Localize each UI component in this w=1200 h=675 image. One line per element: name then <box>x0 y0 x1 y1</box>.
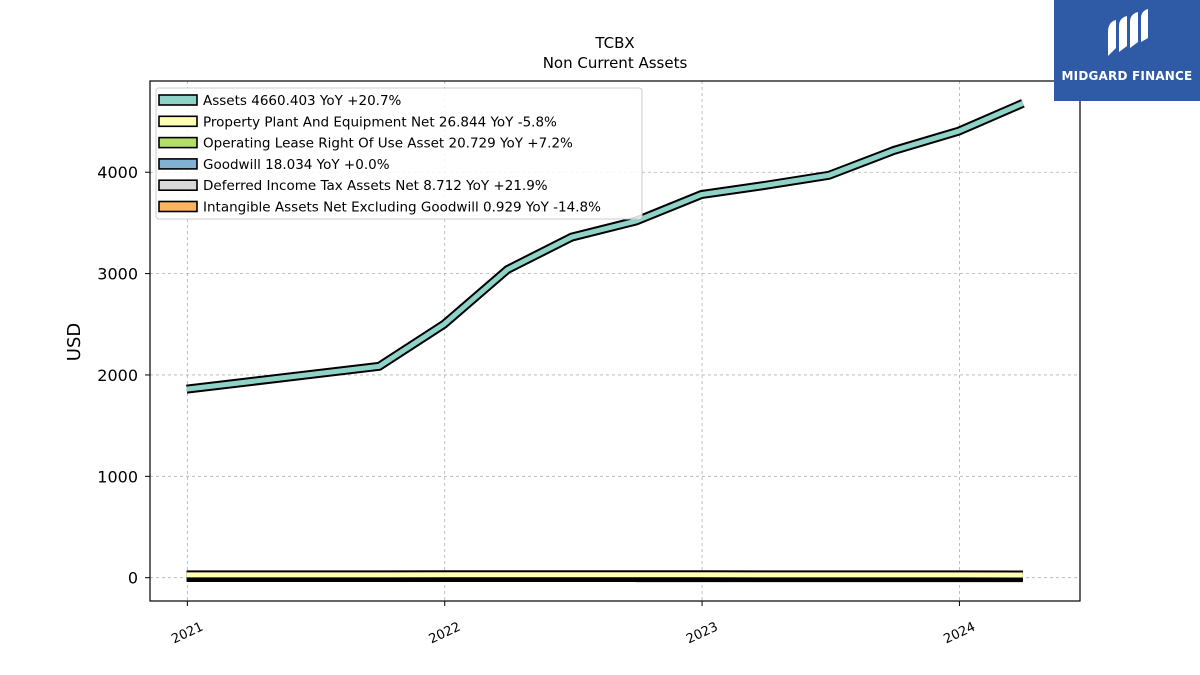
legend-swatch <box>158 136 198 149</box>
chart-title: TCBX <box>594 34 634 52</box>
plot-layer <box>186 99 1025 583</box>
legend-entry: Operating Lease Right Of Use Asset 20.72… <box>203 136 573 152</box>
plot-frame <box>149 80 1081 602</box>
x-tick-label: 2022 <box>427 620 463 648</box>
x-tick-label: 2024 <box>941 620 977 648</box>
legend-entry: Deferred Income Tax Assets Net 8.712 YoY… <box>203 178 548 194</box>
y-tick-label: 0 <box>128 569 138 588</box>
y-tick-label: 4000 <box>97 163 138 182</box>
legend-swatch <box>158 179 198 191</box>
brand-name: MIDGARD FINANCE <box>1061 69 1193 83</box>
x-tick-label: 2021 <box>169 620 205 648</box>
legend-box <box>155 87 643 220</box>
legend-swatch <box>158 94 198 106</box>
y-tick-label: 1000 <box>97 467 138 486</box>
legend-entry: Property Plant And Equipment Net 26.844 … <box>203 114 557 130</box>
y-axis-label: USD <box>64 323 85 361</box>
midgard-logo-icon <box>1108 9 1148 56</box>
legend-swatch <box>158 158 198 170</box>
legend: Assets 4660.403 YoY +20.7% Property Plant… <box>155 87 643 220</box>
y-tick-label: 2000 <box>97 366 138 385</box>
tick-layer: 0 1000 2000 3000 4000 2021 2022 2023 2024 <box>97 163 978 647</box>
chart-subtitle: Non Current Assets <box>543 54 688 72</box>
series-line <box>186 101 1024 392</box>
legend-entry: Assets 4660.403 YoY +20.7% <box>203 93 402 109</box>
legend-swatch <box>158 115 198 128</box>
legend-entry: Intangible Assets Net Excluding Goodwill… <box>203 200 601 216</box>
legend-swatch <box>158 200 198 213</box>
y-tick-label: 3000 <box>97 265 138 284</box>
x-tick-label: 2023 <box>684 620 720 648</box>
brand-logo: MIDGARD FINANCE <box>1054 0 1200 101</box>
legend-entry: Goodwill 18.034 YoY +0.0% <box>203 157 390 173</box>
